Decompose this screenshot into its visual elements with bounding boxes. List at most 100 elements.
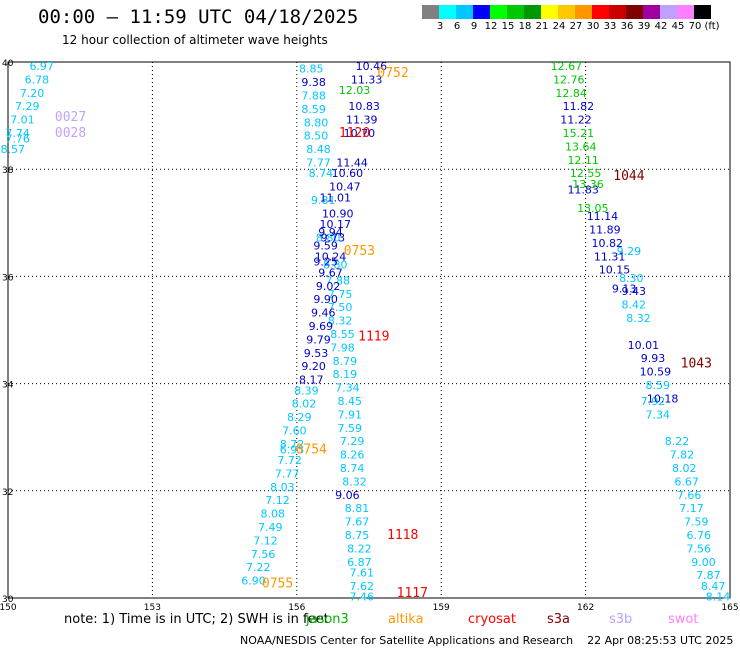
wave-height-value: 6.78 xyxy=(25,73,50,86)
wave-height-value: 7.56 xyxy=(686,542,711,555)
wave-height-value: 7.67 xyxy=(345,516,370,529)
wave-height-value: 7.72 xyxy=(277,454,302,467)
wave-height-value: 8.45 xyxy=(337,395,362,408)
wave-height-value: 11.33 xyxy=(351,73,383,86)
y-tick-label: 36 xyxy=(2,273,14,283)
wave-height-value: 11.89 xyxy=(589,224,621,237)
scale-label: 33 xyxy=(603,21,617,32)
wave-height-value: 7.59 xyxy=(337,422,362,435)
scale-label: 42 xyxy=(654,21,668,32)
wave-height-value: 8.14 xyxy=(706,591,731,604)
scale-label: 21 xyxy=(535,21,549,32)
pass-time-label: 1117 xyxy=(397,586,428,601)
wave-height-value: 8.80 xyxy=(323,258,348,271)
wave-height-value: 9.67 xyxy=(318,266,343,279)
wave-height-value: 8.72 xyxy=(280,438,305,451)
wave-height-value: 8.30 xyxy=(619,272,644,285)
wave-height-value: 7.74 xyxy=(5,127,30,140)
wave-height-value: 7.20 xyxy=(20,87,45,100)
wave-height-value: 10.46 xyxy=(356,60,388,73)
wave-height-value: 8.74 xyxy=(340,462,365,475)
wave-height-value: 12.11 xyxy=(567,154,599,167)
wave-height-value: 6.87 xyxy=(347,556,372,569)
scale-swatch xyxy=(422,5,439,19)
wave-height-value: 9.59 xyxy=(313,240,338,253)
scale-swatch xyxy=(609,5,626,19)
wave-height-value: 7.29 xyxy=(340,435,365,448)
wave-height-value: 13.64 xyxy=(565,140,597,153)
wave-height-value: 7.98 xyxy=(330,341,355,354)
wave-height-value: 9.02 xyxy=(316,280,341,293)
wave-height-value: 9.94 xyxy=(318,226,343,239)
wave-height-value: 11.39 xyxy=(346,114,378,127)
wave-height-value: 11.44 xyxy=(336,157,368,170)
wave-height-value: 8.32 xyxy=(328,315,353,328)
wave-height-value: 13.05 xyxy=(577,202,609,215)
scale-swatch xyxy=(626,5,643,19)
wave-height-value: 9.53 xyxy=(304,347,329,360)
wave-height-value: 8.59 xyxy=(301,103,326,116)
wave-height-value: 7.88 xyxy=(325,274,350,287)
scale-label: 36 xyxy=(620,21,634,32)
pass-time-label: 1043 xyxy=(681,357,712,372)
wave-height-value: 7.49 xyxy=(258,521,283,534)
wave-height-value: 15.21 xyxy=(563,127,595,140)
scale-label: 6 xyxy=(453,21,461,32)
wave-height-value: 7.87 xyxy=(696,569,721,582)
wave-height-value: 9.06 xyxy=(335,489,360,502)
wave-height-value: 8.81 xyxy=(345,502,370,515)
wave-height-value: 10.18 xyxy=(647,392,679,405)
scale-swatch xyxy=(575,5,592,19)
x-tick-label: 156 xyxy=(288,603,305,613)
wave-height-value: 12.76 xyxy=(553,73,585,86)
pass-time-label: 0027 xyxy=(55,110,86,125)
scale-label: 24 xyxy=(552,21,566,32)
wave-height-value: 10.70 xyxy=(344,127,376,140)
wave-height-value: 8.32 xyxy=(342,475,367,488)
wave-height-value: 10.17 xyxy=(320,218,352,231)
wave-height-value: 7.82 xyxy=(670,449,695,462)
wave-height-value: 13.36 xyxy=(572,178,604,191)
wave-height-value: 9.20 xyxy=(301,360,326,373)
note-text: note: 1) Time is in UTC; 2) SWH is in fe… xyxy=(64,612,329,627)
wave-height-value: 11.83 xyxy=(567,183,599,196)
scale-swatch xyxy=(439,5,456,19)
legend-swot: swot xyxy=(668,612,699,627)
wave-height-value: 8.03 xyxy=(270,481,295,494)
scale-label: 18 xyxy=(518,21,532,32)
y-tick-label: 40 xyxy=(2,59,14,69)
wave-height-value: 10.83 xyxy=(348,100,380,113)
wave-height-value: 7.92 xyxy=(641,395,666,408)
wave-height-value: 9.25 xyxy=(313,256,338,269)
wave-height-value: 10.59 xyxy=(640,366,672,379)
scale-swatch xyxy=(558,5,575,19)
scale-label: 12 xyxy=(484,21,498,32)
wave-height-value: 7.56 xyxy=(251,548,276,561)
wave-height-value: 8.85 xyxy=(299,63,324,76)
wave-height-value: 8.75 xyxy=(345,529,370,542)
wave-height-value: 8.42 xyxy=(621,299,646,312)
wave-height-value: 9.43 xyxy=(621,285,646,298)
wave-height-value: 9.00 xyxy=(691,556,716,569)
wave-height-value: 6.76 xyxy=(686,529,711,542)
wave-height-value: 11.22 xyxy=(560,114,592,127)
wave-height-value: 8.02 xyxy=(292,398,317,411)
wave-height-value: 8.39 xyxy=(294,384,319,397)
scale-swatch xyxy=(507,5,524,19)
scale-label: 39 xyxy=(637,21,651,32)
wave-height-value: 7.12 xyxy=(253,534,278,547)
scale-label: 9 xyxy=(470,21,478,32)
wave-height-value: 6.97 xyxy=(29,60,54,73)
wave-height-value: 10.82 xyxy=(592,237,624,250)
pass-time-label: 0754 xyxy=(296,442,327,457)
wave-height-value: 8.17 xyxy=(299,374,324,387)
scale-label: 30 xyxy=(586,21,600,32)
wave-height-value: 9.46 xyxy=(311,307,336,320)
y-tick-label: 34 xyxy=(2,381,14,391)
wave-height-value: 8.50 xyxy=(304,130,329,143)
wave-height-value: 9.93 xyxy=(641,352,666,365)
wave-height-value: 12.03 xyxy=(339,84,371,97)
wave-height-value: 8.55 xyxy=(330,328,355,341)
wave-height-value: 7.50 xyxy=(328,301,353,314)
